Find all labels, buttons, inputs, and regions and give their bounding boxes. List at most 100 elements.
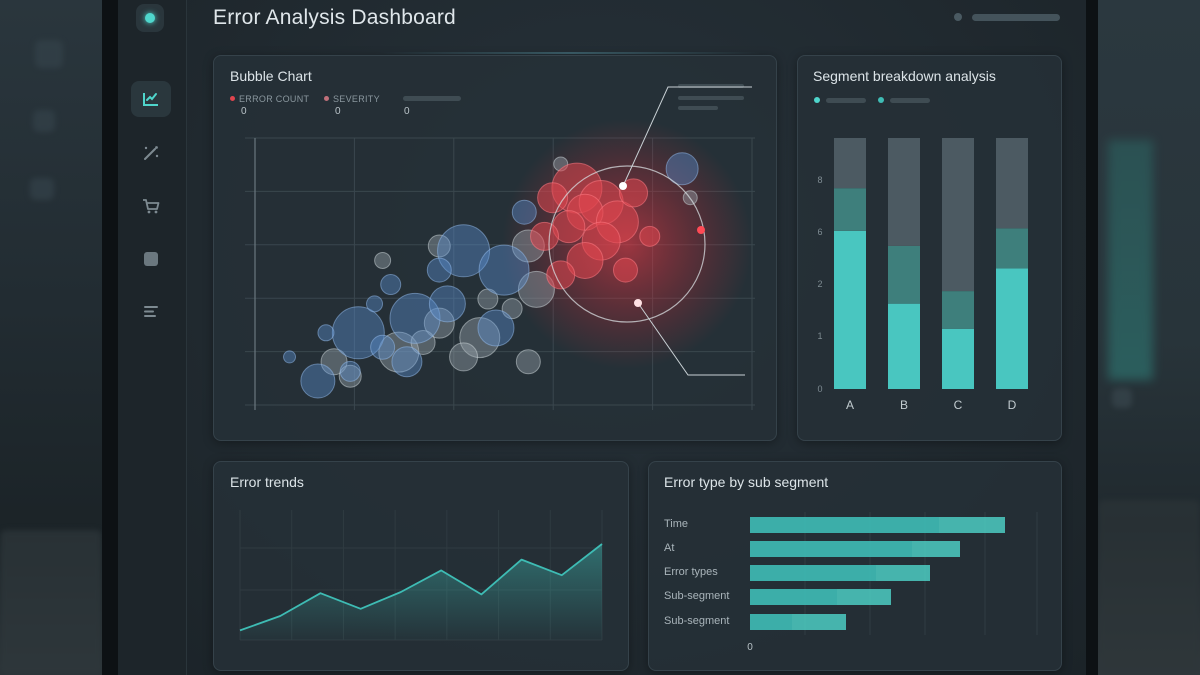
header-search-bar[interactable]: [972, 14, 1060, 21]
bubble-error[interactable]: [612, 257, 638, 283]
bubble-severity[interactable]: [283, 350, 297, 364]
segment-x-label: D: [1008, 398, 1017, 412]
hbar-segment-2[interactable]: [939, 517, 1005, 533]
bubble-other[interactable]: [338, 364, 362, 388]
bubble-severity[interactable]: [477, 309, 515, 347]
segment-bar-a-part-3[interactable]: [834, 138, 866, 189]
bubble-error[interactable]: [530, 221, 560, 251]
bubble-severity[interactable]: [426, 257, 452, 283]
segment-bar-d-part-3[interactable]: [996, 138, 1028, 229]
segment-legend-dot-2: [878, 97, 884, 103]
bubble-severity[interactable]: [391, 346, 423, 378]
legend-value-error-count: 0: [241, 106, 247, 117]
bubble-severity[interactable]: [380, 274, 402, 296]
bubble-other[interactable]: [459, 317, 501, 359]
segment-bar-a-part-2[interactable]: [834, 188, 866, 231]
bubble-severity[interactable]: [389, 292, 441, 344]
bubble-other[interactable]: [515, 349, 541, 375]
nav-item-analytics[interactable]: [131, 81, 171, 117]
legend-dot-severity: [324, 96, 329, 101]
hbar-segment-1[interactable]: [750, 565, 876, 581]
bubble-severity[interactable]: [428, 285, 466, 323]
status-dot-icon: [954, 13, 962, 21]
segment-y-tick: 2: [817, 279, 822, 289]
bubble-severity[interactable]: [317, 324, 335, 342]
segment-breakdown-title: Segment breakdown analysis: [813, 68, 996, 84]
segment-x-label: C: [954, 398, 963, 412]
bubble-error[interactable]: [537, 182, 569, 214]
segment-bar-a-part-1[interactable]: [834, 230, 866, 389]
cart-icon: [143, 199, 160, 214]
segment-bar-b-part-2[interactable]: [888, 245, 920, 304]
error-type-title: Error type by sub segment: [664, 474, 829, 490]
hbar-label: Error types: [664, 566, 718, 578]
segment-x-label: B: [900, 398, 908, 412]
segment-legend-bar-1: [826, 98, 866, 103]
hbar-x-tick: 0: [747, 642, 753, 653]
segment-bar-c-part-2[interactable]: [942, 291, 974, 329]
bubble-severity[interactable]: [339, 360, 361, 382]
header-divider: [380, 52, 760, 54]
segment-x-label: A: [846, 398, 854, 412]
bubble-severity[interactable]: [331, 306, 385, 360]
hbar-segment-1[interactable]: [750, 589, 837, 605]
logo-dot-icon: [145, 13, 155, 23]
bubble-error[interactable]: [546, 260, 576, 290]
bubble-other[interactable]: [374, 251, 392, 269]
nav-item-list[interactable]: [131, 293, 171, 329]
legend-placeholder-bar: [403, 96, 461, 101]
bubble-error[interactable]: [566, 241, 604, 279]
annotation-marker-bottom[interactable]: [634, 299, 642, 307]
segment-bar-b-part-3[interactable]: [888, 138, 920, 246]
segment-legend-bar-2: [890, 98, 930, 103]
segment-bar-c-part-1[interactable]: [942, 328, 974, 389]
annotation-marker-side: [697, 226, 705, 234]
hbar-segment-1[interactable]: [750, 541, 912, 557]
hbar-segment-2[interactable]: [837, 589, 891, 605]
segment-bar-b-part-1[interactable]: [888, 303, 920, 389]
hotspot-ring: [548, 165, 706, 323]
hbar-segment-1[interactable]: [750, 517, 939, 533]
bubble-other[interactable]: [517, 270, 555, 308]
hbar-segment-2[interactable]: [912, 541, 960, 557]
segment-legend-dot-1: [814, 97, 820, 103]
annotation-placeholder-bar-2: [678, 96, 744, 100]
trend-area: [240, 544, 602, 640]
bubble-severity[interactable]: [366, 295, 384, 313]
segment-y-tick: 1: [817, 331, 822, 341]
nav-item-tools[interactable]: [131, 135, 171, 171]
bubble-severity[interactable]: [370, 334, 396, 360]
segment-bar-c-part-3[interactable]: [942, 138, 974, 292]
segment-y-tick: 6: [817, 227, 822, 237]
bubble-chart-title: Bubble Chart: [230, 68, 312, 84]
bubble-severity[interactable]: [478, 244, 530, 296]
segment-bar-d-part-1[interactable]: [996, 268, 1028, 389]
bubble-other[interactable]: [449, 342, 479, 372]
trend-line[interactable]: [239, 543, 603, 632]
hbar-label: Sub-segment: [664, 615, 730, 627]
segment-bar-d-part-2[interactable]: [996, 228, 1028, 269]
bubble-severity[interactable]: [511, 199, 537, 225]
nav-item-blocks[interactable]: [131, 241, 171, 277]
square-icon: [144, 252, 158, 266]
annotation-placeholder-bar-3: [678, 106, 718, 110]
legend-dot-error-count: [230, 96, 235, 101]
bubble-severity[interactable]: [665, 152, 699, 186]
app-logo[interactable]: [136, 4, 164, 32]
bubble-error[interactable]: [639, 225, 661, 247]
bubble-severity[interactable]: [437, 224, 491, 278]
annotation-placeholder-bar-1: [678, 84, 744, 88]
bubble-other[interactable]: [427, 234, 451, 258]
bubble-severity[interactable]: [300, 363, 336, 399]
hbar-segment-2[interactable]: [876, 565, 930, 581]
hbar-segment-2[interactable]: [792, 614, 846, 630]
hbar-segment-1[interactable]: [750, 614, 792, 630]
list-icon: [144, 306, 158, 317]
nav-item-cart[interactable]: [131, 188, 171, 224]
segment-y-tick: 8: [817, 175, 822, 185]
annotation-marker-top[interactable]: [619, 182, 627, 190]
